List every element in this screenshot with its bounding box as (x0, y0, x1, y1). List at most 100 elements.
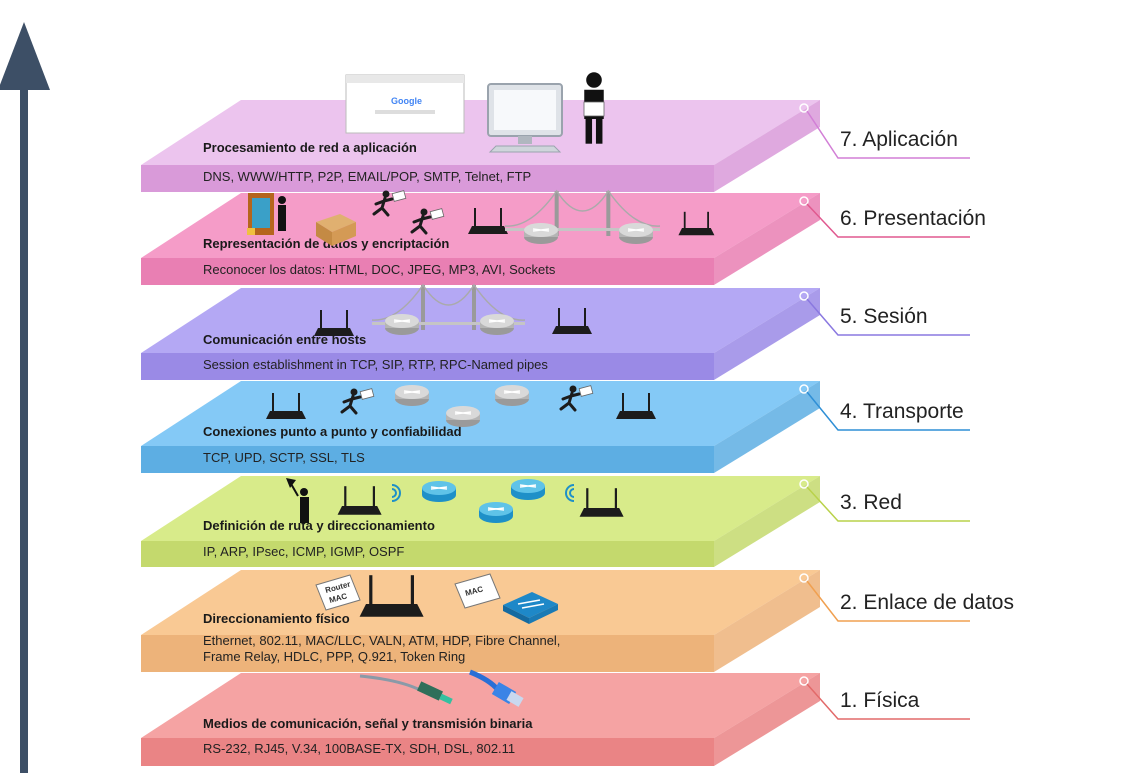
layer-side-face (714, 193, 820, 285)
connector-dot-icon (799, 196, 809, 206)
suspension-bridge-icon (504, 189, 661, 236)
connector-line (806, 683, 970, 720)
layer-name: 2. Enlace de datos (840, 591, 1014, 614)
layer-front-face (141, 258, 714, 285)
network-router-icon (480, 314, 514, 335)
connector-line (806, 486, 970, 522)
browser-window-icon: Google (345, 74, 465, 134)
layer-side-face (714, 288, 820, 380)
wifi-router-icon (359, 575, 424, 617)
connector-dot-icon (799, 573, 809, 583)
layer-protocols: DNS, WWW/HTTP, P2P, EMAIL/POP, SMTP, Tel… (203, 169, 531, 184)
connector-line (806, 110, 970, 159)
osi-layer-2: Direccionamiento físico Ethernet, 802.11,… (141, 570, 1014, 672)
wifi-router-icon (468, 208, 508, 234)
network-router-icon (511, 479, 545, 500)
layer-side-face (714, 673, 820, 766)
layer-front-face (141, 541, 714, 567)
layer-front-face (141, 353, 714, 380)
connector-line (806, 298, 970, 336)
network-router-icon (495, 385, 529, 406)
network-switch-icon (503, 592, 558, 624)
layer-protocols: IP, ARP, IPsec, ICMP, IGMP, OSPF (203, 544, 404, 559)
browser-logo: Google (391, 96, 422, 106)
layer-protocols: Ethernet, 802.11, MAC/LLC, VALN, ATM, HD… (203, 633, 560, 648)
layer-protocols: RS-232, RJ45, V.34, 100BASE-TX, SDH, DSL… (203, 741, 515, 756)
connector-line (806, 391, 970, 431)
wifi-router-icon (266, 393, 306, 419)
wifi-signal-icon (391, 484, 401, 502)
connector-line (806, 580, 970, 622)
door-guard-icon (247, 193, 286, 235)
osi-layer-1: Medios de comunicación, señal y transmis… (141, 673, 970, 766)
desktop-computer-icon (487, 83, 563, 153)
osi-layer-7: Procesamiento de red a aplicación DNS, WW… (141, 100, 970, 192)
wifi-signal-icon (565, 484, 575, 502)
layer-name: 1. Física (840, 689, 920, 712)
layer-name: 6. Presentación (840, 207, 986, 230)
layer-protocols: Session establishment in TCP, SIP, RTP, … (203, 357, 548, 372)
layer-title: Representación de datos y encriptación (203, 236, 449, 251)
layer-side-face (714, 381, 820, 473)
layer-name: 3. Red (840, 491, 902, 514)
connector-dot-icon (799, 103, 809, 113)
wifi-router-icon (314, 310, 354, 336)
layer-title: Conexiones punto a punto y confiabilidad (203, 424, 462, 439)
layer-name: 4. Transporte (840, 400, 964, 423)
mac-tag-icon: MAC (454, 573, 501, 609)
layer-title: Medios de comunicación, señal y transmis… (203, 716, 533, 731)
layer-top-face (141, 193, 820, 258)
running-courier-icon (372, 190, 407, 217)
running-courier-icon (559, 385, 594, 412)
network-router-icon (446, 406, 480, 427)
connector-dot-icon (799, 291, 809, 301)
connector-line (806, 203, 970, 238)
layer-protocols: TCP, UPD, SCTP, SSL, TLS (203, 450, 365, 465)
network-router-icon (524, 223, 558, 244)
layer-name: 5. Sesión (840, 305, 928, 328)
connector-dot-icon (799, 384, 809, 394)
cardboard-box-icon (316, 214, 356, 246)
layer-side-face (714, 100, 820, 192)
layer-side-face (714, 570, 820, 672)
network-router-icon (619, 223, 653, 244)
person-with-flag-icon (286, 478, 309, 523)
wifi-router-icon (616, 393, 656, 419)
layer-front-face (141, 635, 714, 672)
layer-top-face (141, 381, 820, 446)
running-courier-icon (410, 208, 445, 235)
layer-top-face (141, 100, 820, 165)
layer-protocols: Frame Relay, HDLC, PPP, Q.921, Token Rin… (203, 649, 465, 664)
network-router-icon (395, 385, 429, 406)
layer-protocols: Reconocer los datos: HTML, DOC, JPEG, MP… (203, 262, 556, 277)
up-arrow-icon (0, 22, 50, 773)
layer-title: Procesamiento de red a aplicación (203, 140, 417, 155)
connector-dot-icon (799, 479, 809, 489)
layer-name: 7. Aplicación (840, 128, 958, 151)
network-router-icon (385, 314, 419, 335)
ethernet-cable-icon (469, 669, 524, 707)
wifi-router-icon (678, 211, 715, 236)
network-router-icon (422, 481, 456, 502)
layer-top-face (141, 673, 820, 738)
osi-layer-6: Representación de datos y encriptación Re… (141, 193, 986, 285)
layer-front-face (141, 446, 714, 473)
running-courier-icon (340, 388, 375, 415)
suspension-bridge-icon (371, 283, 526, 330)
connector-dot-icon (799, 676, 809, 686)
wifi-router-icon (579, 488, 624, 517)
network-router-icon (479, 502, 513, 523)
fiber-cable-icon (359, 674, 453, 705)
osi-layer-4: Conexiones punto a punto y confiabilidad… (141, 381, 970, 473)
layer-title: Definición de ruta y direccionamiento (203, 518, 435, 533)
osi-layer-3: Definición de ruta y direccionamiento IP,… (141, 476, 970, 567)
wifi-router-icon (337, 486, 382, 515)
wifi-router-icon (552, 308, 592, 334)
layer-front-face (141, 738, 714, 766)
layer-title: Direccionamiento físico (203, 611, 350, 626)
layer-side-face (714, 476, 820, 567)
layer-front-face (141, 165, 714, 192)
